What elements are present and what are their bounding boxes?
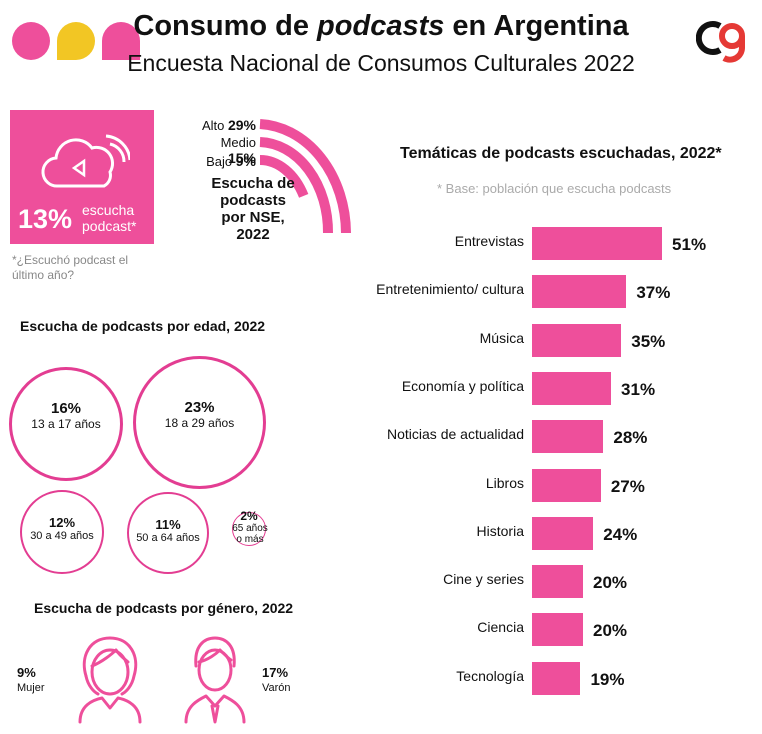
bar-category-label: Libros xyxy=(485,474,524,491)
logo-yellow-drop xyxy=(57,22,95,60)
age-pct: 23% xyxy=(184,399,215,416)
bar-value-label: 37% xyxy=(636,283,671,303)
bar xyxy=(532,661,581,695)
age-label: 13 a 17 años xyxy=(31,417,101,431)
nse-row-alto: Alto 29% xyxy=(201,117,256,133)
age-label: 65 años o más xyxy=(232,523,268,545)
age-label: 50 a 64 años xyxy=(136,532,200,544)
bar-category-label: Noticias de actualidad xyxy=(387,426,524,443)
bar-value-label: 51% xyxy=(672,235,707,254)
age-pct: 11% xyxy=(155,517,181,532)
bar xyxy=(532,371,612,405)
bar-value-label: 28% xyxy=(613,428,648,448)
bar xyxy=(532,468,601,502)
male-label: Varón xyxy=(262,682,291,694)
male-pct: 17% xyxy=(262,665,289,680)
headline-percent: 13% xyxy=(18,204,73,234)
bar-value-label: 27% xyxy=(610,476,645,496)
bar-category-label: Entretenimiento/ cultura xyxy=(376,281,524,298)
woman-icon xyxy=(78,636,142,724)
gender-section-title: Escucha de podcasts por género, 2022 xyxy=(34,600,294,616)
chart-subtitle: * Base: población que escucha podcasts xyxy=(437,181,672,196)
nse-arcs xyxy=(259,119,351,234)
nse-row-medio: Medio 15% xyxy=(220,135,256,166)
bar xyxy=(532,227,663,260)
nse-caption: Escucha de podcasts por NSE, 2022 xyxy=(211,175,295,243)
page-title: Consumo de podcasts en Argentina xyxy=(133,10,629,42)
headline-label: escucha podcast* xyxy=(82,202,137,234)
female-pct: 9% xyxy=(17,665,36,680)
logo-pink-circle xyxy=(12,22,50,60)
age-circle-65-plus: 2% 65 años o más xyxy=(232,509,268,546)
age-circle-50-64: 11% 50 a 64 años xyxy=(127,492,209,574)
bar xyxy=(532,420,604,454)
bar-category-label: Economía y política xyxy=(401,377,524,394)
bar-value-label: 20% xyxy=(593,621,628,641)
bar-value-label: 24% xyxy=(603,524,638,544)
bar-category-label: Entrevistas xyxy=(454,233,524,249)
page-subtitle: Encuesta Nacional de Consumos Culturales… xyxy=(127,50,635,76)
bar-value-label: 19% xyxy=(590,669,625,689)
age-circle-18-29: 23% 18 a 29 años xyxy=(133,356,266,489)
age-pct: 16% xyxy=(50,400,82,417)
bar xyxy=(532,323,622,357)
bar xyxy=(532,516,594,550)
age-circle-30-49: 12% 30 a 49 años xyxy=(20,490,104,574)
bar-category-label: Cine y series xyxy=(443,571,524,588)
bar-category-label: Música xyxy=(479,329,524,346)
female-label: Mujer xyxy=(17,682,45,694)
bar-value-label: 35% xyxy=(631,331,666,351)
logo-pink-arch xyxy=(102,22,140,60)
age-pct: 12% xyxy=(48,515,76,530)
headline-note: *¿Escuchó podcast el último año? xyxy=(12,253,129,282)
bar xyxy=(532,565,583,599)
bar xyxy=(532,613,583,647)
cg-logo-icon xyxy=(696,21,745,63)
bar xyxy=(532,275,627,309)
age-section-title: Escucha de podcasts por edad, 2022 xyxy=(20,318,266,334)
nse-row-bajo: Bajo 9% xyxy=(206,153,256,169)
age-label: 30 a 49 años xyxy=(30,530,94,542)
chart-title: Temáticas de podcasts escuchadas, 2022* xyxy=(400,145,722,162)
age-circle-13-17: 16% 13 a 17 años xyxy=(9,367,123,481)
bar-value-label: 20% xyxy=(593,573,628,593)
bar-category-label: Ciencia xyxy=(477,619,524,636)
bar-value-label: 31% xyxy=(621,379,656,399)
cloud-audio-icon xyxy=(41,134,130,188)
headline-box: 13% escucha podcast* xyxy=(10,110,154,244)
man-icon xyxy=(184,636,246,724)
bar-category-label: Tecnología xyxy=(456,667,524,684)
age-label: 18 a 29 años xyxy=(164,416,235,430)
age-pct: 2% xyxy=(240,509,258,523)
bar-category-label: Historia xyxy=(476,522,524,539)
